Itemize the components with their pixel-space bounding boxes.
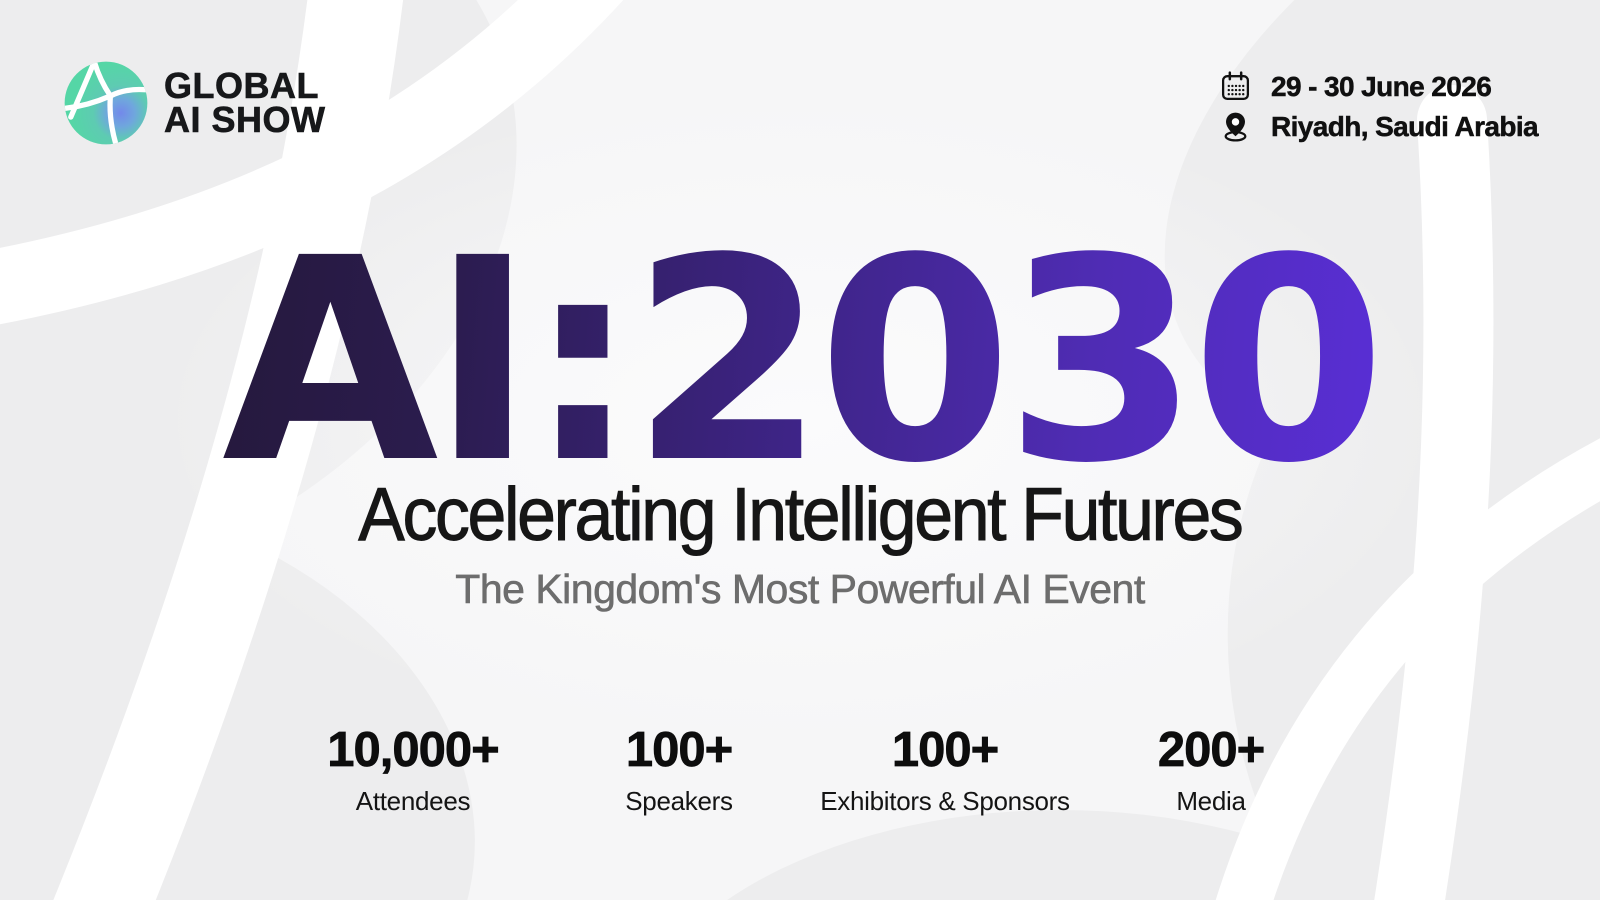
event-meta: 29 - 30 June 2026 Riyadh, Saudi Arabia	[1219, 70, 1539, 143]
brand-wordmark-line2: AI SHOW	[164, 99, 326, 140]
event-location-row: Riyadh, Saudi Arabia	[1219, 110, 1539, 143]
event-headline: Accelerating Intelligent Futures	[0, 471, 1600, 557]
event-subtitle: The Kingdom's Most Powerful AI Event	[455, 566, 1146, 613]
stat-attendees: 10,000+ Attendees	[280, 723, 546, 816]
stat-media-value: 200+	[1157, 723, 1265, 777]
event-dates-row: 29 - 30 June 2026	[1219, 70, 1538, 103]
stat-media-label: Media	[1176, 786, 1246, 816]
stat-attendees-value: 10,000+	[327, 723, 500, 777]
stat-speakers: 100+ Speakers	[546, 723, 812, 816]
stat-attendees-label: Attendees	[355, 786, 471, 816]
stat-exhibitors-value: 100+	[891, 723, 999, 777]
event-dates: 29 - 30 June 2026	[1271, 70, 1492, 102]
location-pin-icon	[1219, 110, 1252, 143]
event-title: AI:2030	[0, 222, 1600, 502]
stat-speakers-value: 100+	[625, 723, 733, 777]
event-headline-text: Accelerating Intelligent Futures	[358, 472, 1244, 557]
event-location: Riyadh, Saudi Arabia	[1271, 110, 1539, 142]
stat-media: 200+ Media	[1078, 723, 1344, 816]
stats-row: 10,000+ Attendees 100+ Speakers 100+ Exh…	[280, 723, 1344, 816]
brand-wordmark: GLOBAL AI SHOW	[164, 65, 326, 140]
stat-exhibitors-label: Exhibitors & Sponsors	[820, 786, 1070, 816]
stat-exhibitors: 100+ Exhibitors & Sponsors	[812, 723, 1078, 816]
brand-wordmark-line1: GLOBAL	[164, 65, 319, 106]
globe-network-icon	[62, 58, 150, 148]
brand-logo: GLOBAL AI SHOW	[62, 58, 326, 148]
stat-speakers-label: Speakers	[625, 786, 733, 816]
calendar-icon	[1219, 70, 1252, 103]
